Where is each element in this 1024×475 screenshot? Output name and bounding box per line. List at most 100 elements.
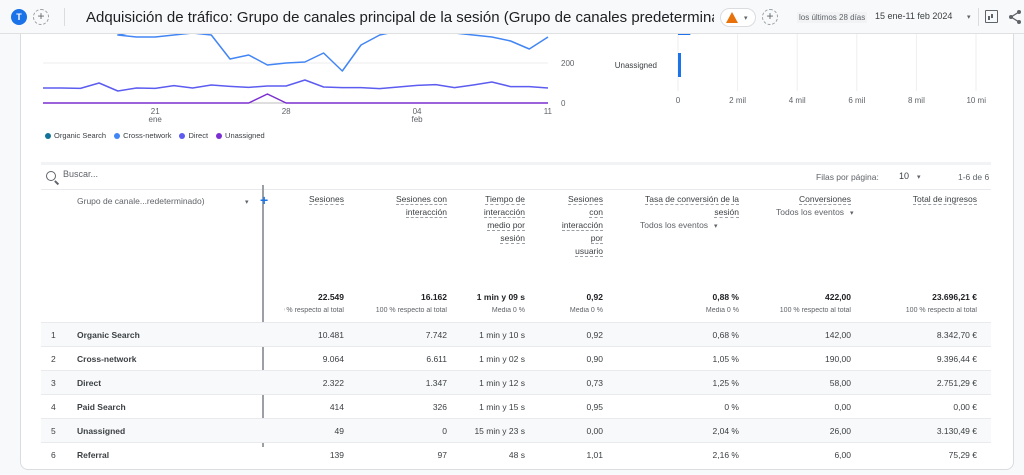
row-channel-name: Unassigned [77,426,126,436]
column-header-text: interacción [561,220,603,231]
column-header[interactable]: Tiempo de interacción medio por sesión [457,193,525,245]
legend-label: Direct [188,131,209,140]
column-header[interactable]: Sesiones con interacción [357,193,447,219]
y-tick-label: 0 [561,99,566,108]
table-cell: 8.342,70 € [936,330,977,340]
add-comparison-button[interactable]: + [33,9,49,25]
date-preset-label: los últimos 28 días [797,12,868,23]
x-tick-label: 11 [544,107,553,116]
avatar[interactable]: T [11,9,27,25]
table-row[interactable]: 1 Organic Search 10.481 7.742 1 min y 10 s 0,… [41,322,991,346]
row-index: 6 [51,450,56,460]
add-filter-button[interactable]: + [762,9,778,25]
row-channel-name: Organic Search [77,330,140,340]
table-cell: 0,00 [586,426,603,436]
legend-dot-icon [179,132,186,139]
dimension-header[interactable]: Grupo de canale...redeterminado) [77,196,205,206]
table-cell: 326 [432,402,447,412]
column-total: 23.696,21 € [932,292,977,302]
table-cell: 7.742 [425,330,447,340]
table-cell: 0,68 % [712,330,739,340]
table-cell: 0,00 [834,402,851,412]
event-selector[interactable]: Todos los eventos ▾ [640,220,718,230]
column-total-subtext: 100 % respecto al total [357,307,447,314]
column-header-text: sesión [714,207,739,218]
search-input[interactable] [63,169,263,179]
customize-report-icon[interactable] [985,10,998,23]
table-cell: 2.322 [322,378,344,388]
column-header[interactable]: Total de ingresos [861,193,977,206]
table-cell: 139 [329,450,344,460]
table-cell: 1,01 [586,450,603,460]
table-row[interactable]: 6 Referral 139 97 48 s 1,01 2,16 % 6,00 75,29 € [41,442,991,466]
page-title: Adquisición de tráfico: Grupo de canales… [86,9,714,26]
table-cell: 48 s [508,450,525,460]
rows-per-page-select[interactable]: 10 [899,171,910,181]
x-tick-month-label: ene [149,115,163,124]
event-selector[interactable]: Todos los eventos ▾ [776,207,854,217]
table-cell: 0 % [724,402,739,412]
chevron-down-icon[interactable]: ▾ [917,174,921,181]
date-range-picker[interactable]: 15 ene-11 feb 2024 [875,11,953,21]
table-row[interactable]: 5 Unassigned 49 0 15 min y 23 s 0,00 2,04 % 26,… [41,418,991,442]
table-cell: 0,92 [586,330,603,340]
series-line-direct [43,79,549,92]
column-header[interactable]: Sesiones con interacción por usuario [535,193,603,258]
row-channel-name: Referral [77,450,110,460]
legend-label: Organic Search [54,131,107,140]
table-cell: 2,04 % [712,426,739,436]
y-tick-label: 200 [561,59,575,68]
table-row[interactable]: 3 Direct 2.322 1.347 1 min y 12 s 0,73 1,25 % 5… [41,370,991,394]
divider [978,8,979,26]
column-header-text: Sesiones [309,194,344,205]
column-total-subtext-text: 100 % respecto al total [905,307,977,314]
column-total-subtext: Media 0 % [457,307,525,314]
chevron-down-icon[interactable]: ▾ [245,199,249,206]
column-divider[interactable] [262,185,264,447]
column-header[interactable]: Conversiones [749,193,851,206]
column-header-text: Sesiones con [395,194,447,205]
rows-per-page-label: Filas por página: [816,172,879,182]
column-header-text: sesión [500,233,525,244]
legend-dot-icon [114,132,121,139]
bar-x-tick-label: 6 mil [848,96,865,105]
legend-item[interactable]: Organic Search [45,131,106,140]
row-index: 5 [51,426,56,436]
column-header-text: Total de ingresos [912,194,977,205]
table-toolbar: Filas por página: 10 ▾ 1-6 de 6 [41,162,991,190]
table-cell: 0,90 [586,354,603,364]
column-header-text: Tasa de conversión de la [644,194,739,205]
table-row[interactable]: 4 Paid Search 414 326 1 min y 15 s 0,95 0 % 0,0… [41,394,991,418]
legend-item[interactable]: Direct [179,131,208,140]
table-cell: 142,00 [825,330,851,340]
table-row[interactable]: 2 Cross-network 9.064 6.611 1 min y 02 s 0,90… [41,346,991,370]
column-header[interactable]: Sesiones [284,193,344,206]
table-cell: 6,00 [834,450,851,460]
add-dimension-button[interactable]: + [260,192,269,208]
legend-item[interactable]: Cross-network [114,131,171,140]
chevron-down-icon[interactable]: ▾ [967,14,971,21]
report-card: 0 200 21 ene 28 04 feb 11 0 2 mil 4 mil 6 mil 8 mil 1… [20,20,1014,470]
column-total: 0,92 [586,292,603,302]
table-cell: 414 [329,402,344,412]
column-total-subtext: 100 % respecto al total [861,307,977,314]
share-icon[interactable] [1008,9,1022,25]
chevron-down-icon: ▾ [714,223,718,230]
x-tick-label: 28 [282,107,291,116]
column-total-subtext: 100 % respecto al total [284,307,344,314]
legend-item[interactable]: Unassigned [216,131,265,140]
column-header-text: interacción [405,207,447,218]
column-header-text: con [589,207,603,218]
column-header[interactable]: Tasa de conversión de la sesión [613,193,739,219]
x-tick-label: 21 [151,107,160,116]
table-cell: 97 [437,450,447,460]
column-total-subtext-text: 100 % respecto al total [779,307,851,314]
bar-category-label: Unassigned [615,61,657,70]
row-index: 3 [51,378,56,388]
divider [64,8,65,26]
row-channel-name: Cross-network [77,354,137,364]
table-cell: 75,29 € [948,450,977,460]
column-total-subtext-text: Media 0 % [569,307,603,314]
data-quality-button[interactable]: ▾ [720,8,756,27]
column-total: 22.549 [318,292,344,302]
